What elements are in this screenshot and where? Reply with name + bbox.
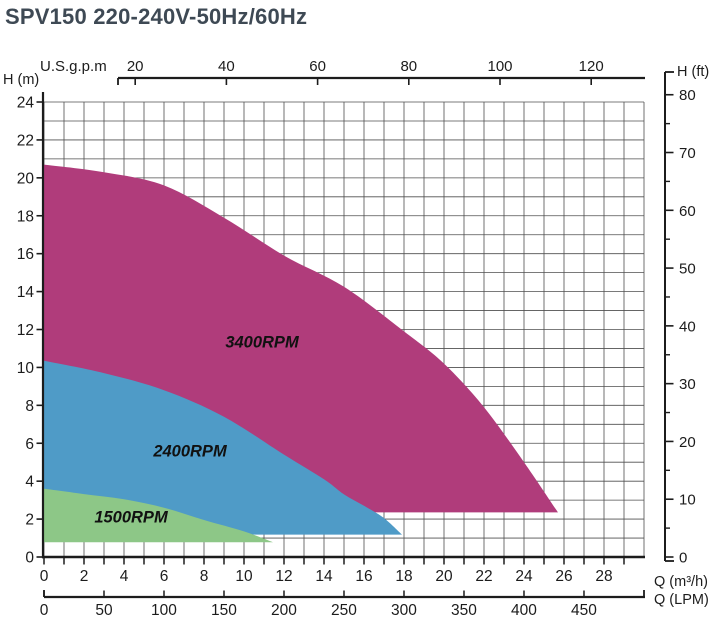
left-axis-tick-label: 2 [25,512,34,529]
bottom-axis-tick-label: 26 [555,568,572,585]
bottom-axis-tick-label: 4 [120,568,129,585]
top-axis-tick-label: 120 [579,58,604,75]
lpm-axis-tick-label: 300 [391,602,417,619]
region-1500rpm [44,488,273,543]
right-axis-tick-label: 60 [679,203,696,220]
lpm-axis-tick-label: 250 [331,602,357,619]
bottom-axis-tick-label: 0 [40,568,49,585]
top-axis-tick-label: 20 [127,58,144,75]
right-axis-tick-label: 40 [679,318,696,335]
lpm-axis-tick-label: 50 [95,602,113,619]
region-label-1500rpm: 1500RPM [94,509,169,527]
left-axis-tick-label: 18 [17,208,34,225]
lpm-axis-tick-label: 450 [571,602,597,619]
left-axis-tick-label: 22 [17,132,34,149]
region-label-3400rpm: 3400RPM [225,333,300,351]
right-axis-title: H (ft) [677,64,709,80]
right-axis-tick-label: 20 [679,434,696,451]
lpm-axis-tick-label: 0 [40,602,49,619]
left-axis-tick-label: 4 [25,474,34,491]
left-axis-tick-label: 14 [17,284,35,301]
top-axis-title: U.S.g.p.m [40,58,107,75]
region-label-2400rpm: 2400RPM [152,442,228,460]
left-axis-tick-label: 6 [25,436,34,453]
top-axis-tick-label: 40 [218,58,235,75]
lpm-axis-title: Q (LPM) [654,592,709,608]
lpm-axis-tick-label: 400 [511,602,537,619]
lpm-axis-tick-label: 100 [151,602,177,619]
top-axis-tick-label: 80 [400,58,417,75]
bottom-axis-tick-label: 16 [355,568,372,585]
lpm-axis-tick-label: 350 [451,602,477,619]
left-axis-tick-label: 16 [17,246,34,263]
region-2400rpm [44,360,402,535]
left-axis-title: H (m) [3,72,39,88]
lpm-axis-tick-label: 150 [211,602,237,619]
bottom-axis-tick-label: 2 [80,568,89,585]
bottom-axis-tick-label: 22 [475,568,492,585]
page-title: SPV150 220-240V-50Hz/60Hz [5,4,308,29]
right-axis-tick-label: 30 [679,376,696,393]
bottom-axis-tick-label: 14 [315,568,333,585]
right-axis-tick-label: 50 [679,261,696,278]
right-axis-tick-label: 0 [679,550,687,567]
top-axis-tick-label: 100 [487,58,512,75]
right-axis-tick-label: 80 [679,87,696,104]
left-axis-tick-label: 24 [17,95,35,112]
top-axis-tick-label: 60 [309,58,326,75]
right-axis-tick-label: 70 [679,145,696,162]
bottom-axis-tick-label: 18 [395,568,412,585]
bottom-axis-tick-label: 8 [200,568,209,585]
bottom-axis-title: Q (m³/h) [654,574,708,590]
lpm-axis-tick-label: 200 [271,602,297,619]
left-axis-tick-label: 10 [17,360,35,377]
left-axis-tick-label: 0 [25,550,34,567]
bottom-axis-tick-label: 10 [235,568,253,585]
bottom-axis-tick-label: 20 [435,568,453,585]
left-axis-tick-label: 20 [17,170,35,187]
bottom-axis-tick-label: 24 [515,568,533,585]
right-axis-tick-label: 10 [679,492,696,509]
left-axis-tick-label: 8 [25,398,34,415]
bottom-axis-tick-label: 28 [595,568,612,585]
bottom-axis-tick-label: 6 [160,568,169,585]
left-axis-tick-label: 12 [17,322,34,339]
bottom-axis-tick-label: 12 [275,568,292,585]
